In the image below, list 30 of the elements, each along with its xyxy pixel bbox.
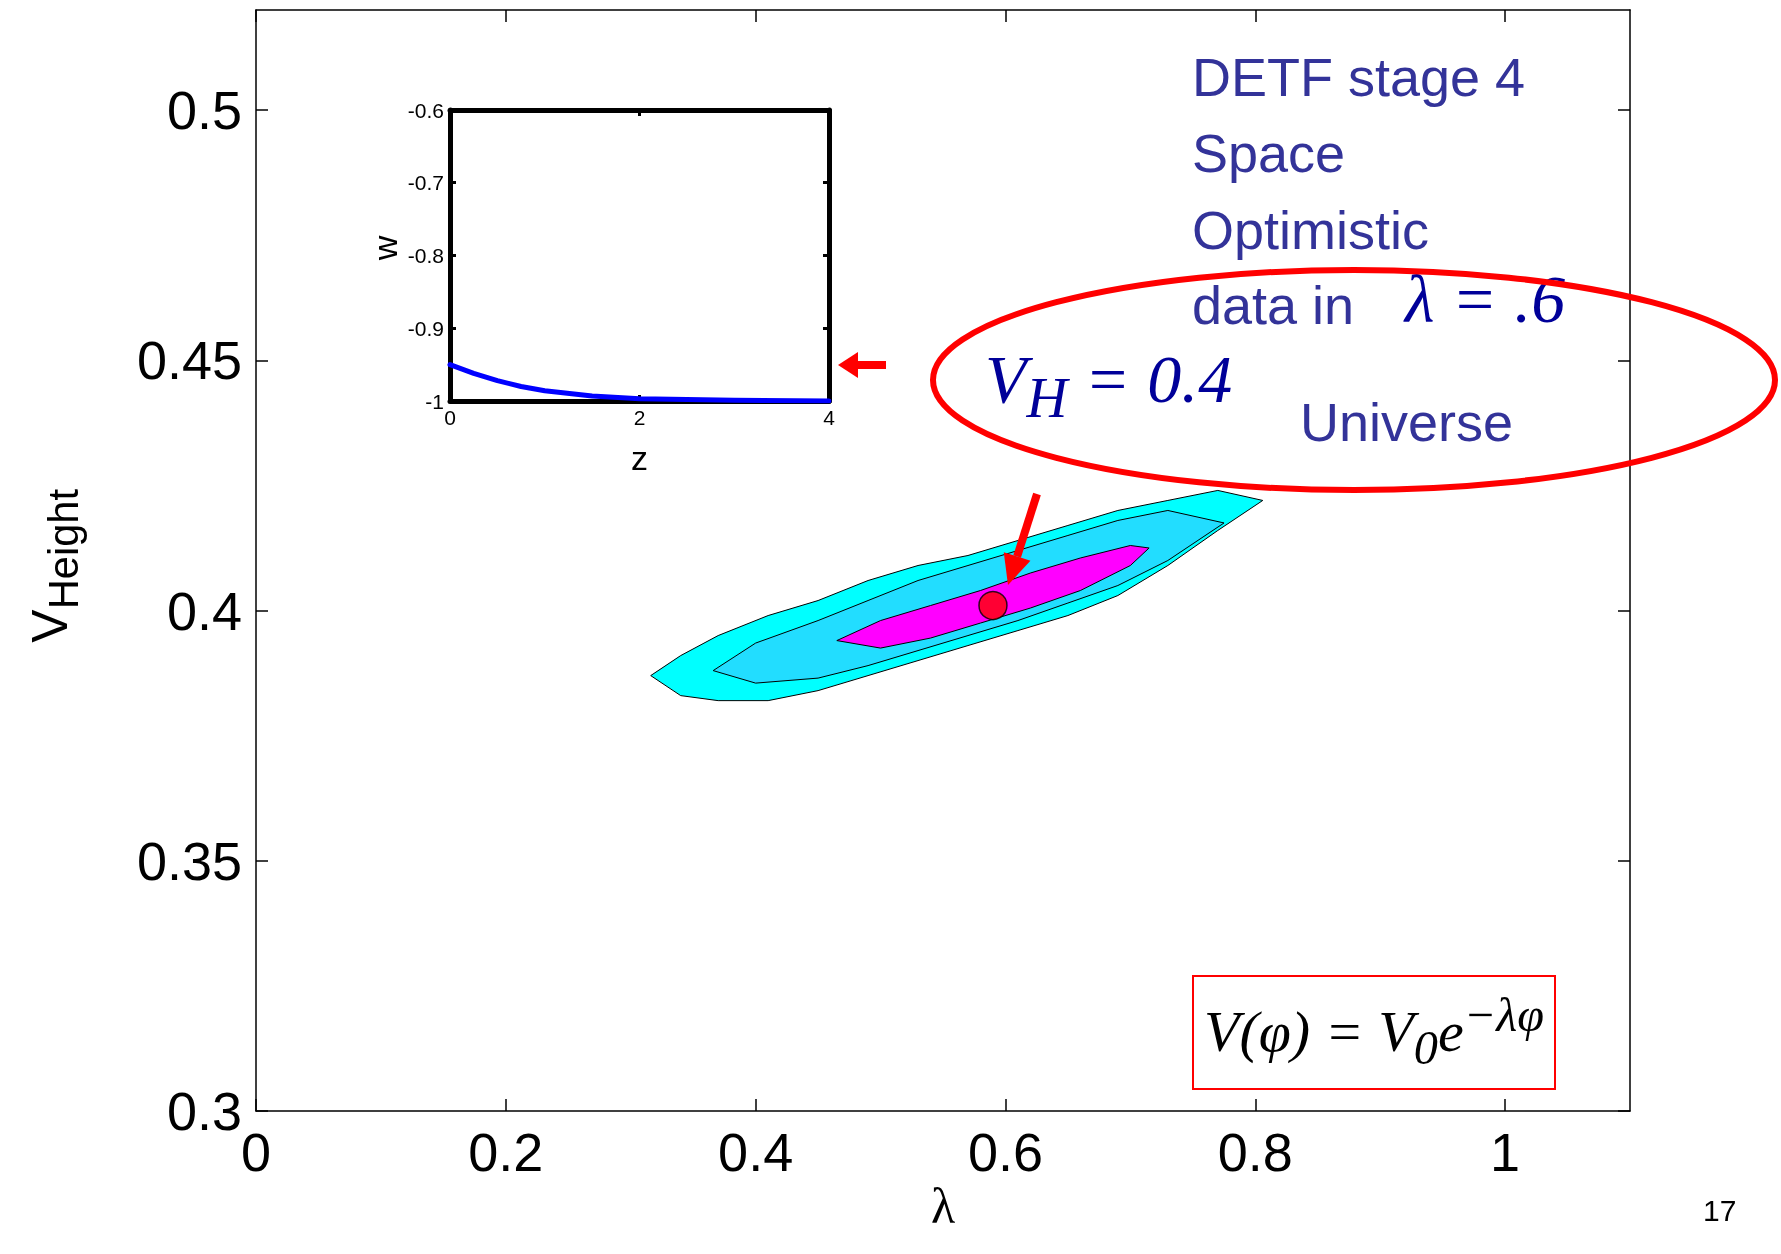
x-tick-label: 0.8 (1217, 1122, 1293, 1182)
annotation: data in (1192, 275, 1355, 335)
annotation: V$_{H}$ = 0.4 (985, 341, 1233, 429)
y-tick-label: -1 (425, 389, 444, 413)
y-tick-label: -0.9 (407, 316, 444, 340)
x-tick-label: 0.2 (468, 1122, 544, 1182)
x-tick-label: 1 (1490, 1122, 1521, 1182)
annotation: V(φ) = V$_{0}$e$^{−λφ}$ (1192, 975, 1556, 1091)
annotation: DETF stage 4 (1192, 47, 1526, 107)
annotation: Space (1192, 123, 1346, 183)
y-tick-label: 0.35 (136, 830, 242, 891)
y-axis-title: w (366, 234, 404, 262)
annotation: Optimistic (1192, 200, 1430, 260)
x-axis-title: z (630, 439, 649, 477)
x-tick-label: 0.4 (718, 1122, 794, 1182)
y-tick-label: -0.8 (407, 244, 444, 267)
x-axis-title: λ (929, 1178, 957, 1234)
x-tick-label: 0 (444, 406, 456, 429)
x-tick-label: 0.6 (967, 1122, 1043, 1182)
x-tick-label: 4 (823, 406, 836, 429)
y-tick-label: 0.5 (166, 80, 242, 141)
y-tick-label: -0.7 (407, 171, 444, 195)
y-tick-label: 0.3 (166, 1081, 242, 1141)
y-tick-label: 0.4 (166, 580, 242, 641)
x-tick-label: 0 (240, 1122, 272, 1182)
x-tick-label: 2 (633, 406, 646, 429)
y-tick-label: 0.45 (136, 330, 242, 391)
y-tick-label: -0.6 (407, 98, 444, 122)
text: 17 (1703, 1194, 1737, 1227)
annotation: Universe (1300, 392, 1514, 452)
